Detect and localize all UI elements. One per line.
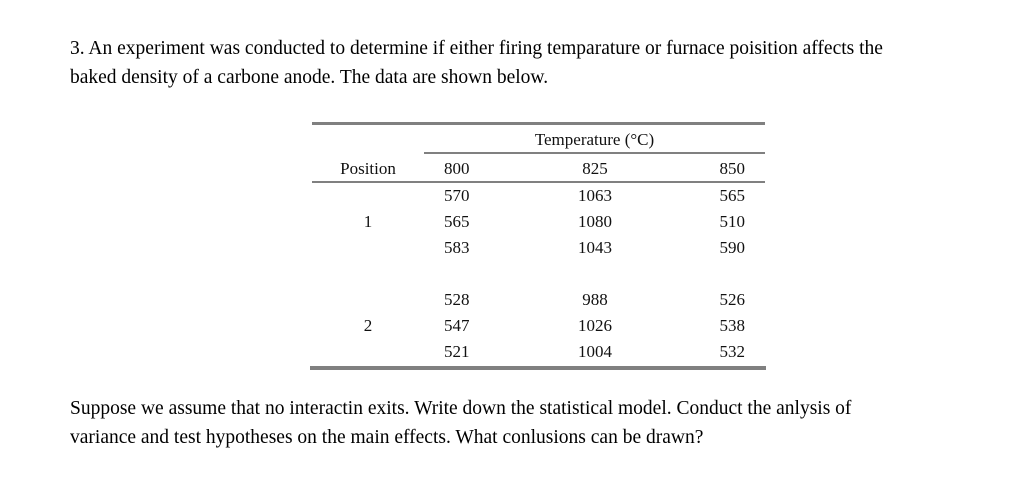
table-cell: 1063 — [578, 186, 612, 205]
intro-line-1: 3. An experiment was conducted to determ… — [70, 38, 883, 59]
table-cell: 538 — [719, 316, 746, 335]
table-cell: 988 — [582, 290, 608, 309]
table-cell: 565 — [719, 186, 746, 205]
table-bottom-rule — [310, 366, 766, 370]
column-header-825: 825 — [582, 159, 608, 178]
column-header-850: 850 — [719, 159, 746, 178]
header-bottom-rule — [312, 181, 765, 183]
question-paragraph: Suppose we assume that no interactin exi… — [70, 394, 1010, 452]
table-cell: 547 — [444, 316, 470, 335]
intro-paragraph: 3. An experiment was conducted to determ… — [70, 34, 1010, 92]
table-cell: 521 — [444, 342, 470, 361]
table-cell: 1080 — [578, 212, 612, 231]
temperature-group-header: Temperature (°C) — [534, 130, 655, 149]
table-cell: 565 — [444, 212, 470, 231]
question-line-2: variance and test hypotheses on the main… — [70, 427, 704, 448]
table-cell: 526 — [719, 290, 746, 309]
table-cell: 528 — [444, 290, 470, 309]
table-cell: 570 — [444, 186, 470, 205]
table-cell: 1004 — [578, 342, 612, 361]
position-label-2: 2 — [363, 316, 373, 335]
position-label-1: 1 — [363, 212, 373, 231]
intro-line-2: baked density of a carbone anode. The da… — [70, 67, 549, 88]
temperature-header-rule — [424, 152, 765, 154]
column-header-800: 800 — [444, 159, 470, 178]
table-cell: 1026 — [578, 316, 612, 335]
position-column-header: Position — [340, 159, 396, 178]
question-line-1: Suppose we assume that no interactin exi… — [70, 398, 852, 419]
table-cell: 590 — [719, 238, 746, 257]
table-cell: 510 — [719, 212, 746, 231]
table-cell: 583 — [444, 238, 470, 257]
table-top-rule — [312, 122, 765, 125]
table-cell: 532 — [719, 342, 746, 361]
table-cell: 1043 — [578, 238, 612, 257]
